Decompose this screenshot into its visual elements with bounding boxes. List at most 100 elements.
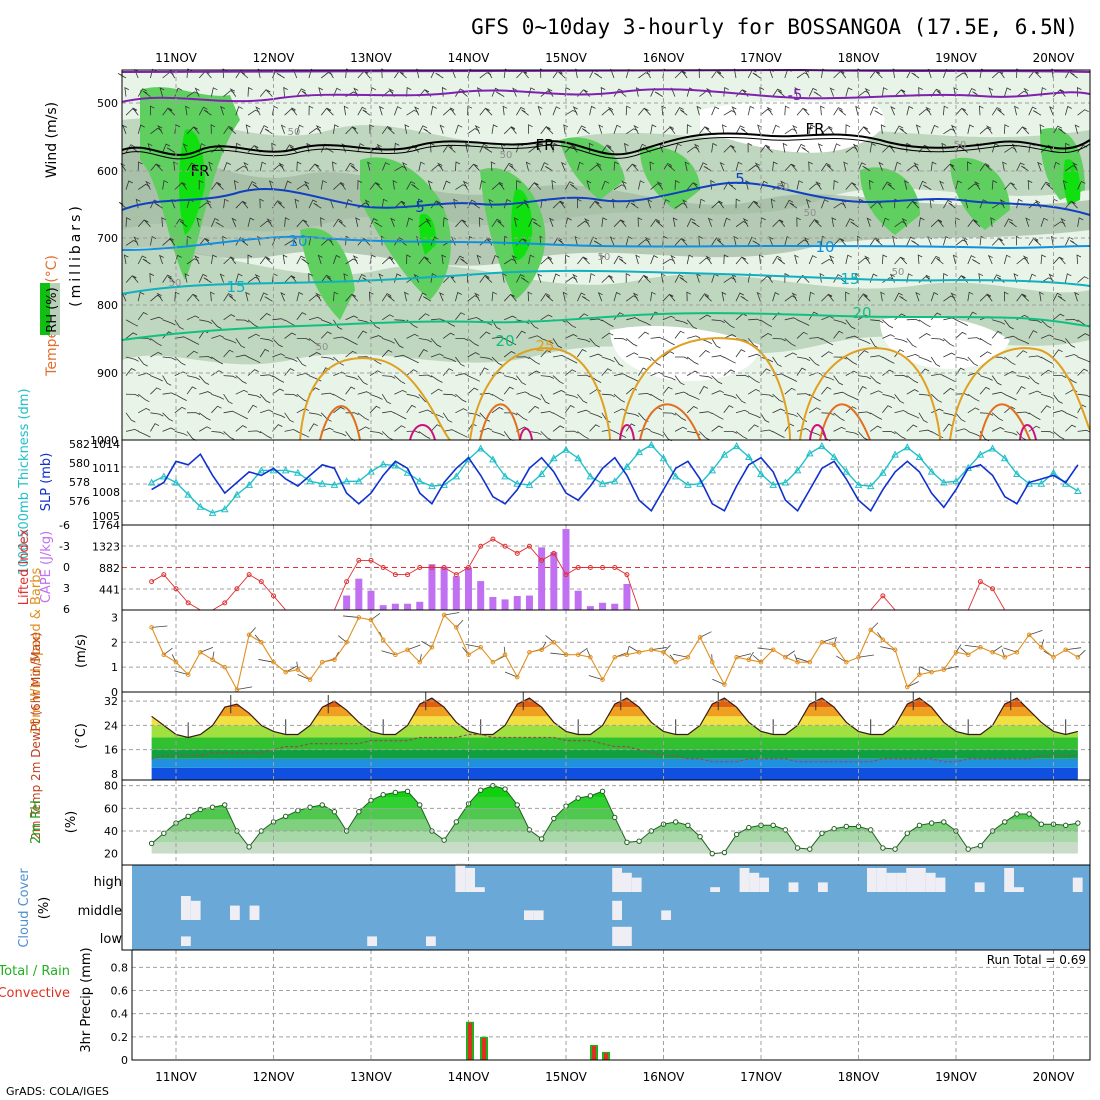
wind-barb (626, 317, 640, 321)
wind-barb (1028, 106, 1037, 116)
wind-barb (280, 124, 286, 134)
wind-barb (1037, 161, 1043, 172)
wind-barb (223, 375, 237, 379)
contour-label: 50 (954, 140, 967, 151)
lifted-index-point (551, 550, 557, 556)
wind-barb (1016, 375, 1030, 380)
cape-bar (404, 603, 412, 610)
wind-barb (772, 393, 784, 403)
wind-barb (406, 181, 416, 190)
wind-barb (894, 393, 905, 404)
wind-barb (747, 338, 759, 348)
wind-barb (378, 105, 384, 116)
wind-barb (833, 426, 846, 432)
wind-barb (620, 219, 627, 228)
wind-barb (186, 386, 197, 395)
wind-barb (418, 431, 431, 439)
wind-barb (699, 375, 713, 380)
wind-tick: 3 (111, 611, 118, 624)
wind-barb (918, 319, 931, 328)
wind-barb (1004, 291, 1009, 302)
wind-barb (796, 428, 810, 432)
thickness-point (489, 455, 497, 463)
cape-bar (452, 576, 460, 610)
lifted-index-point (466, 565, 471, 570)
wind-barb (911, 72, 920, 79)
wind-barb (967, 431, 981, 437)
wind-barb (430, 273, 437, 283)
wind-barb (667, 164, 676, 172)
wind-barb (484, 147, 493, 153)
wind-barb (367, 161, 372, 172)
chart-title: GFS 0~10day 3-hourly for BOSSANGOA (17.5… (471, 15, 1078, 39)
wind-barb (510, 293, 517, 302)
wind-barb (462, 180, 468, 190)
wind-barb (973, 220, 981, 228)
wind-barb (594, 72, 603, 79)
top-date-label: 11NOV (155, 51, 197, 65)
wind-barb (784, 387, 796, 395)
wind-barb (394, 237, 404, 246)
rh-point (551, 815, 557, 822)
wind-barb (882, 319, 894, 329)
wind-barb (223, 393, 233, 405)
wind-barb (923, 184, 932, 190)
wind-barb (357, 375, 368, 385)
wind-barb (321, 356, 335, 361)
wind-barb (601, 180, 610, 190)
wind-barb (272, 412, 286, 418)
wind-barb (476, 87, 482, 97)
wind-barb (796, 412, 808, 422)
wind-barb (723, 405, 734, 414)
lifted-index-point (222, 600, 228, 606)
lifted-index-axis-label: Lifted Index (17, 528, 32, 605)
contour-label: 50 (500, 150, 513, 161)
wind-barb (650, 371, 664, 376)
contour-label: 25 (535, 337, 554, 355)
wind-barb (650, 218, 660, 228)
rh-band-low (122, 248, 1090, 365)
wind-barb (511, 255, 517, 265)
cloud-clear-patch (788, 882, 799, 892)
wind-barb (711, 425, 723, 432)
wind-barb (821, 386, 832, 395)
wind-barb (845, 254, 852, 265)
wind-barb (662, 386, 673, 395)
wind-barb (259, 348, 270, 358)
wind-barb (528, 335, 542, 339)
thickness-point (513, 479, 522, 487)
wind-barb (821, 199, 829, 209)
wind-barb (259, 393, 271, 404)
contour-minus5 (121, 88, 1091, 103)
lifted-index-tick: 0 (63, 561, 70, 574)
wind-barb (821, 294, 832, 302)
wind-barb (875, 239, 883, 246)
wind-barb (443, 429, 457, 433)
wind-barb (545, 294, 554, 302)
wind-barb (1046, 183, 1054, 190)
wind-barb (1028, 375, 1040, 385)
wind-barb (796, 393, 811, 396)
wind-barb (559, 200, 566, 209)
wind-barb (552, 273, 560, 283)
wind-barb (601, 356, 615, 363)
wind-speed-point (649, 647, 654, 653)
cape-bar (562, 529, 570, 610)
wind-barb (149, 272, 155, 283)
contour-freezing (121, 132, 1091, 156)
wind-barb (936, 257, 944, 265)
contour-minus10 (121, 68, 1091, 73)
wind-barb (430, 375, 443, 383)
cape-tick: 882 (99, 562, 120, 575)
thickness-point (306, 477, 314, 485)
wind-axis-label: 10m Wind Speed & Barbs (29, 568, 44, 735)
wind-barb (381, 650, 396, 656)
wind-barb (808, 87, 818, 97)
thickness-point (988, 444, 997, 452)
wind-barb (1040, 356, 1053, 364)
wind-barb (350, 165, 359, 172)
wind-barb (186, 375, 200, 380)
wind-barb (593, 240, 602, 246)
wind-barb (159, 87, 165, 97)
wind-barb (918, 144, 929, 153)
